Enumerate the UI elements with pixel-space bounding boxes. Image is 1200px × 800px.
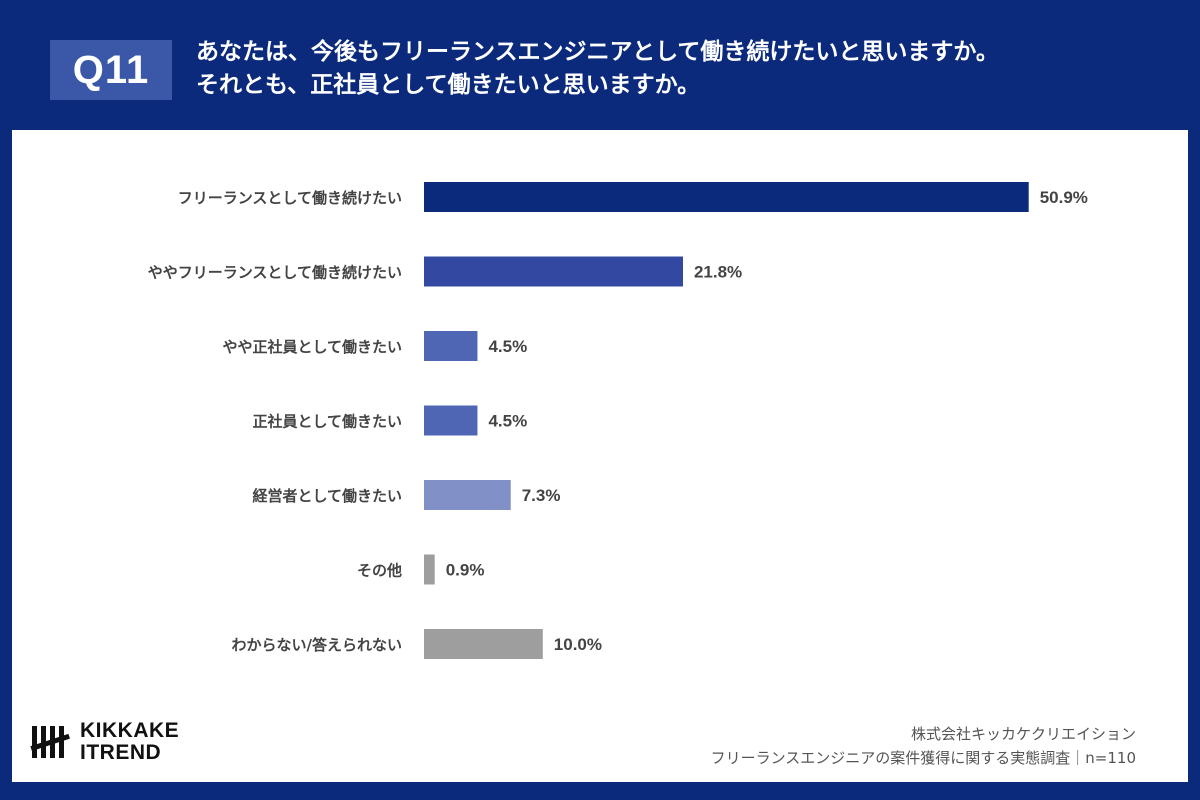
value-label: 0.9%	[446, 561, 485, 580]
category-label: やや正社員として働きたい	[222, 338, 402, 356]
value-label: 4.5%	[488, 412, 527, 431]
question-line-1: あなたは、今後もフリーランスエンジニアとして働き続けたいと思いますか。	[196, 39, 999, 65]
category-label: その他	[357, 562, 402, 580]
category-label: ややフリーランスとして働き続けたい	[148, 264, 402, 282]
question-title: あなたは、今後もフリーランスエンジニアとして働き続けたいと思いますか。 それとも…	[196, 36, 1176, 102]
value-label: 10.0%	[554, 635, 602, 654]
header: Q11 あなたは、今後もフリーランスエンジニアとして働き続けたいと思いますか。 …	[0, 0, 1200, 130]
category-label: わからない/答えられない	[232, 636, 402, 654]
bar-chart: フリーランスとして働き続けたい 50.9% ややフリーランスとして働き続けたい 21.…	[148, 182, 1088, 659]
logo-text: KIKKAKE ITREND	[80, 720, 179, 764]
value-label: 21.8%	[694, 263, 742, 282]
company-name: 株式会社キッカケクリエイション	[910, 725, 1136, 743]
bar	[424, 331, 478, 361]
value-label: 7.3%	[522, 486, 561, 505]
bar	[424, 405, 478, 436]
bar	[424, 629, 543, 659]
kikkake-itrend-logo: KIKKAKE ITREND	[30, 720, 179, 764]
chart-panel: フリーランスとして働き続けたい 50.9% ややフリーランスとして働き続けたい 21.…	[12, 130, 1188, 782]
bar	[424, 554, 435, 585]
bar	[424, 256, 683, 287]
question-badge: Q11	[50, 40, 172, 100]
survey-name: フリーランスエンジニアの案件獲得に関する実態調査｜n=110	[710, 749, 1136, 767]
category-label: 正社員として働きたい	[252, 413, 402, 431]
bar	[424, 182, 1029, 212]
value-label: 50.9%	[1040, 188, 1088, 207]
logo-line-1: KIKKAKE	[80, 719, 180, 742]
logo-mark-icon	[30, 726, 70, 758]
footer-credits: 株式会社キッカケクリエイション フリーランスエンジニアの案件獲得に関する実態調査…	[711, 722, 1136, 770]
category-label: 経営者として働きたい	[252, 487, 402, 505]
category-label: フリーランスとして働き続けたい	[178, 189, 402, 207]
value-label: 4.5%	[488, 337, 527, 356]
logo-line-2: ITREND	[80, 741, 162, 764]
question-line-2: それとも、正社員として働きたいと思いますか。	[196, 72, 701, 98]
bar	[424, 480, 511, 510]
